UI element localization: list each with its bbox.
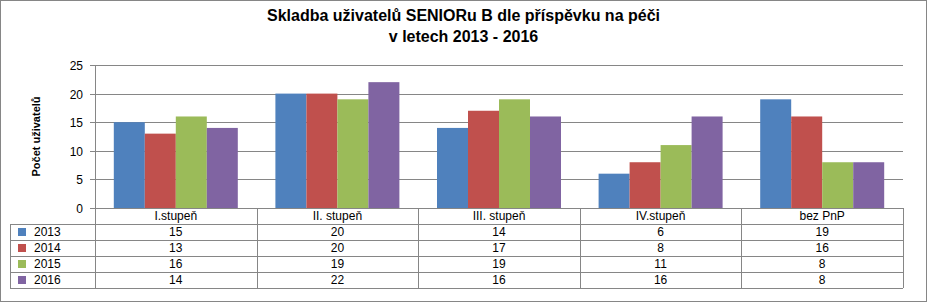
table-line — [903, 208, 904, 288]
tick-mark — [90, 179, 95, 180]
table-value: 13 — [169, 241, 183, 255]
table-line — [10, 272, 903, 273]
tick-mark — [90, 151, 95, 152]
table-line — [10, 288, 903, 289]
chart-frame — [1, 1, 927, 302]
table-value: 16 — [492, 273, 506, 287]
legend-label: 2015 — [34, 257, 61, 271]
table-value: 19 — [492, 257, 506, 271]
y-axis — [95, 65, 96, 208]
y-tick-label: 15 — [70, 116, 84, 130]
bar — [145, 134, 176, 208]
bar — [306, 94, 337, 208]
table-value: 16 — [654, 273, 668, 287]
title-line: v letech 2013 - 2016 — [389, 28, 539, 45]
table-value: 11 — [654, 257, 667, 271]
bar — [337, 99, 368, 208]
table-value: 22 — [331, 273, 345, 287]
table-value: 14 — [492, 225, 506, 239]
bar — [368, 82, 399, 208]
y-tick-label: 0 — [76, 202, 83, 216]
bar — [468, 111, 499, 208]
table-value: 6 — [657, 225, 664, 239]
y-tick-label: 20 — [70, 88, 84, 102]
bar — [176, 116, 207, 208]
bars — [114, 82, 884, 208]
table-value: 19 — [816, 225, 830, 239]
table-value: 16 — [816, 241, 830, 255]
x-tick-label: II. stupeň — [313, 209, 362, 223]
chart: Skladba uživatelů SENIORu B dle příspěvk… — [0, 0, 927, 302]
bar — [822, 162, 853, 208]
bar — [791, 116, 822, 208]
table-value: 19 — [331, 257, 345, 271]
table-value: 14 — [169, 273, 183, 287]
bar — [207, 128, 238, 208]
legend-key — [18, 244, 26, 252]
title-line: Skladba uživatelů SENIORu B dle příspěvk… — [267, 7, 660, 24]
table-line — [10, 224, 903, 225]
bar — [275, 94, 306, 208]
legend-label: 2016 — [34, 273, 61, 287]
legend-key — [18, 228, 26, 236]
title: Skladba uživatelů SENIORu B dle příspěvk… — [267, 7, 660, 45]
grid-line — [95, 94, 903, 95]
legend-key — [18, 276, 26, 284]
y-tick-label: 5 — [76, 173, 83, 187]
grid-line — [95, 65, 903, 66]
bar — [114, 122, 145, 208]
table-value: 20 — [331, 225, 345, 239]
data-table: I.stupeň II. stupeň III. stupeň IV.stupeň be… — [10, 208, 904, 289]
table-value: 8 — [819, 257, 826, 271]
legend-label: 2014 — [34, 241, 61, 255]
table-value: 8 — [819, 273, 826, 287]
table-line — [257, 208, 258, 288]
tick-mark — [90, 122, 95, 123]
x-tick-label: I.stupeň — [154, 209, 197, 223]
table-value: 15 — [169, 225, 183, 239]
tick-mark — [90, 65, 95, 66]
table-line — [418, 208, 419, 288]
table-value: 16 — [169, 257, 183, 271]
bar — [530, 116, 561, 208]
table-line — [10, 224, 11, 288]
table-line — [10, 256, 903, 257]
x-tick-label: III. stupeň — [473, 209, 526, 223]
tick-mark — [90, 208, 95, 209]
bar — [630, 162, 661, 208]
bar — [499, 99, 530, 208]
table-line — [10, 240, 903, 241]
table-line — [580, 208, 581, 288]
bar — [760, 99, 791, 208]
y-tick-label: 25 — [70, 59, 84, 73]
bar — [661, 145, 692, 208]
bar — [853, 162, 884, 208]
x-tick-label: IV.stupeň — [636, 209, 686, 223]
table-value: 20 — [331, 241, 345, 255]
y-tick-label: 10 — [70, 145, 84, 159]
table-line — [95, 208, 96, 288]
x-tick-label: bez PnP — [800, 209, 845, 223]
bar — [692, 116, 723, 208]
bar — [437, 128, 468, 208]
tick-mark — [90, 94, 95, 95]
bar — [599, 174, 630, 208]
table-value: 8 — [657, 241, 664, 255]
y-axis-label: Počet uživatelů — [30, 96, 42, 176]
legend-label: 2013 — [34, 225, 61, 239]
table-value: 17 — [492, 241, 506, 255]
legend-key — [18, 260, 26, 268]
table-line — [741, 208, 742, 288]
